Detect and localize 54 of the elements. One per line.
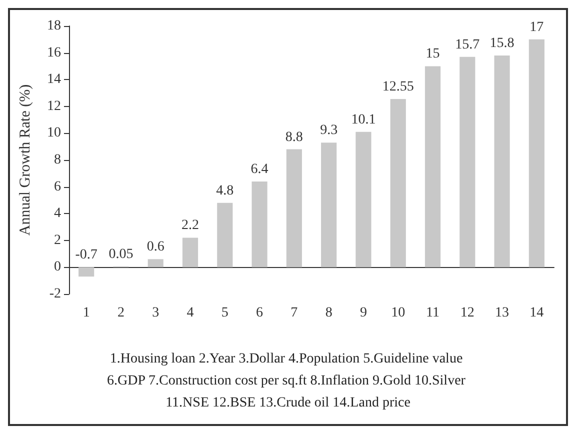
y-tick-label: 0 xyxy=(54,260,61,275)
y-tick-label: 10 xyxy=(47,126,61,141)
y-tick-label: 8 xyxy=(54,152,61,168)
bar xyxy=(390,99,406,268)
y-tick-label: -2 xyxy=(49,286,61,302)
data-label: 12.55 xyxy=(382,80,414,95)
x-tick-label: 4 xyxy=(186,306,194,320)
bar xyxy=(148,259,164,268)
x-tick-label: 3 xyxy=(152,306,160,320)
x-tick-label: 1 xyxy=(82,306,90,320)
y-tick-label: 16 xyxy=(47,45,61,60)
data-label: 15 xyxy=(426,46,440,62)
y-tick-label: 4 xyxy=(54,206,61,222)
y-tick-label: 12 xyxy=(47,98,61,114)
data-label: -0.7 xyxy=(75,248,98,263)
bar xyxy=(78,267,94,277)
x-tick-label: 10 xyxy=(391,306,406,320)
bar xyxy=(182,238,198,268)
y-tick-label: 14 xyxy=(47,72,61,88)
data-label: 2.2 xyxy=(182,218,199,234)
x-tick-label: 5 xyxy=(221,306,228,320)
x-tick-label: 6 xyxy=(256,306,264,320)
bar xyxy=(217,202,233,268)
text: 1.Housing loan 2.Year 3.Dollar 4.Population 5.Guideline value 6.GDP 7.Construction cost per sq.ft 8.Inflation 9.Gold 10.Silver 11.NSE 12.BSE 13.Crude oil 14.Land price xyxy=(107,352,469,410)
y-tick-label: 18 xyxy=(47,18,61,34)
bar xyxy=(286,149,302,268)
x-tick-label: 7 xyxy=(290,306,298,320)
x-tick-label: 13 xyxy=(495,306,510,320)
bar xyxy=(356,132,372,268)
data-label: 0.6 xyxy=(146,240,164,255)
bar xyxy=(321,142,337,268)
bar xyxy=(460,56,476,268)
x-tick-label: 12 xyxy=(460,306,474,320)
x-tick-label: 14 xyxy=(530,306,544,320)
bar xyxy=(494,55,510,268)
bar xyxy=(528,39,544,268)
y-tick-label: 2 xyxy=(54,232,61,248)
data-label: 6.4 xyxy=(250,162,268,177)
y-axis-title: Annual Growth Rate (%) xyxy=(18,84,34,236)
data-label: 15.8 xyxy=(490,36,514,51)
y-tick-label: 6 xyxy=(54,179,61,194)
data-label: 8.8 xyxy=(285,130,303,145)
data-label: 17 xyxy=(530,20,544,35)
bar xyxy=(252,181,268,268)
data-label: 9.3 xyxy=(320,123,338,138)
data-label: 4.8 xyxy=(216,183,234,198)
data-label: 10.1 xyxy=(351,112,376,128)
x-tick-label: 9 xyxy=(360,306,367,320)
bar xyxy=(424,66,441,268)
data-label: 0.05 xyxy=(108,247,134,262)
x-tick-label: 8 xyxy=(325,306,332,320)
data-label: 15.7 xyxy=(455,37,480,52)
x-tick-label: 11 xyxy=(426,306,440,320)
x-tick-label: 2 xyxy=(117,306,124,320)
